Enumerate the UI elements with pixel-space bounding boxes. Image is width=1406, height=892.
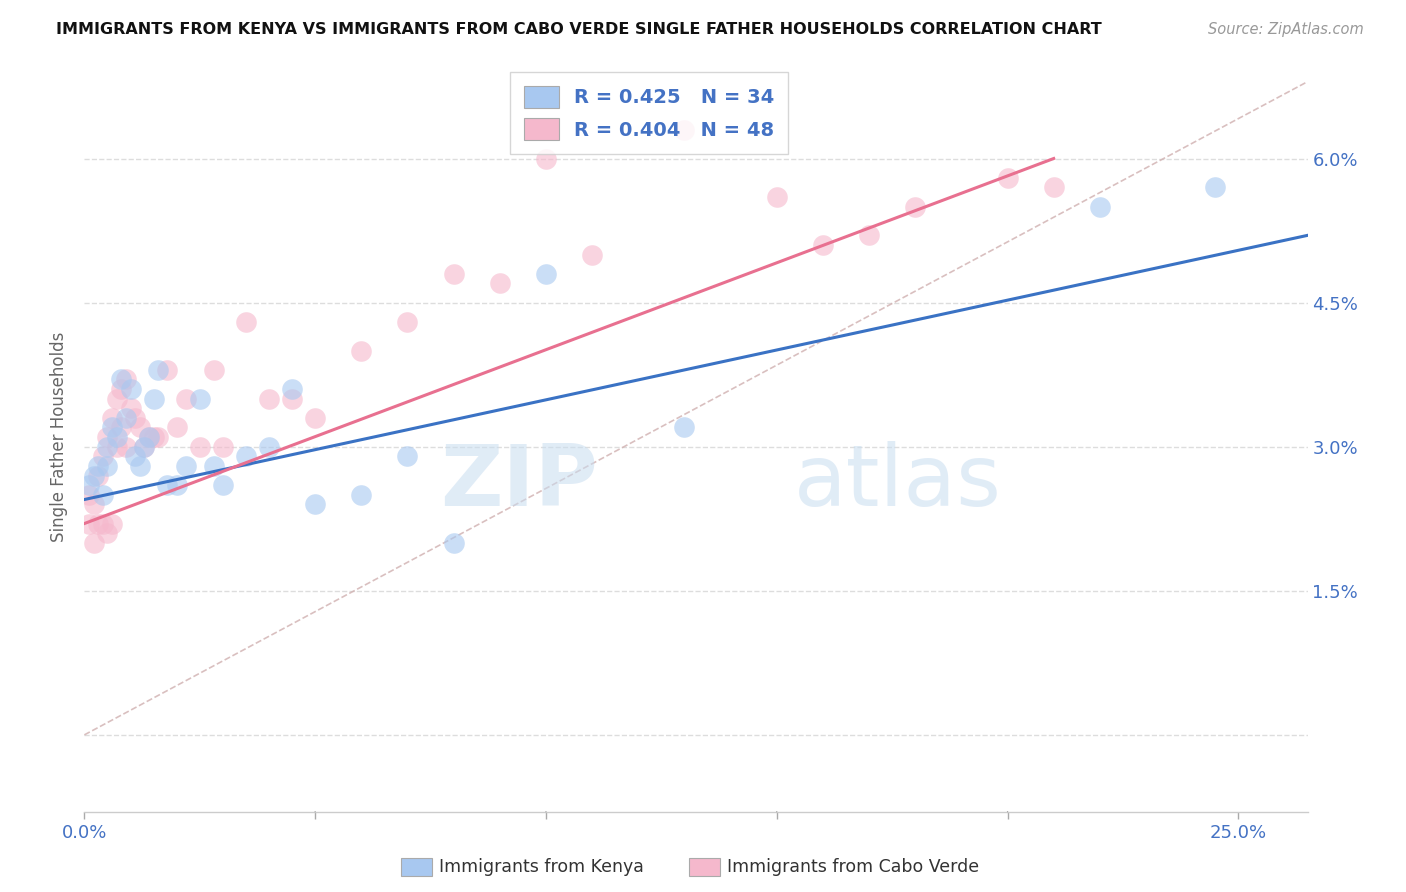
Text: ZIP: ZIP [440,441,598,524]
Point [281,382,304,396]
Point [673,420,696,434]
Point [91,516,114,531]
Point [115,410,138,425]
Point [202,458,225,473]
Point [904,200,927,214]
Point [581,247,603,261]
Y-axis label: Single Father Households: Single Father Households [51,332,69,542]
Point [997,170,1019,185]
Point [91,450,114,464]
Point [142,430,165,444]
Point [101,516,124,531]
Point [105,392,128,406]
Point [110,382,132,396]
Point [534,152,557,166]
Point [124,450,146,464]
Point [188,392,211,406]
Point [304,410,326,425]
Point [211,478,233,492]
Text: Immigrants from Cabo Verde: Immigrants from Cabo Verde [727,858,979,876]
Point [142,392,165,406]
Point [77,488,100,502]
Point [105,440,128,454]
Point [257,392,280,406]
Point [235,315,257,329]
Point [166,478,188,492]
Point [83,468,105,483]
Text: Immigrants from Kenya: Immigrants from Kenya [439,858,644,876]
Point [156,363,179,377]
Point [87,458,110,473]
Point [174,458,197,473]
Point [396,315,419,329]
Point [96,526,118,541]
Point [120,401,142,416]
Point [166,420,188,434]
Point [105,430,128,444]
Point [77,516,100,531]
Point [443,267,465,281]
Point [1204,180,1226,194]
Point [1042,180,1064,194]
Point [120,382,142,396]
Point [673,122,696,136]
Point [96,440,118,454]
Point [350,343,373,358]
Point [211,440,233,454]
Point [765,190,787,204]
Point [443,535,465,549]
Point [101,410,124,425]
Point [138,430,160,444]
Point [257,440,280,454]
Point [304,497,326,511]
Point [202,363,225,377]
Point [96,458,118,473]
Text: IMMIGRANTS FROM KENYA VS IMMIGRANTS FROM CABO VERDE SINGLE FATHER HOUSEHOLDS COR: IMMIGRANTS FROM KENYA VS IMMIGRANTS FROM… [56,22,1102,37]
Point [148,430,170,444]
Point [124,410,146,425]
Point [488,277,510,291]
Point [128,420,150,434]
Point [148,363,170,377]
Point [134,440,156,454]
Point [87,468,110,483]
Point [350,488,373,502]
Point [115,440,138,454]
Text: atlas: atlas [794,441,1002,524]
Legend: R = 0.425   N = 34, R = 0.404   N = 48: R = 0.425 N = 34, R = 0.404 N = 48 [510,72,787,154]
Point [101,420,124,434]
Point [96,430,118,444]
Point [235,450,257,464]
Point [396,450,419,464]
Point [174,392,197,406]
Point [811,238,834,252]
Point [156,478,179,492]
Point [138,430,160,444]
Point [83,535,105,549]
Point [188,440,211,454]
Point [115,372,138,386]
Point [91,488,114,502]
Point [87,516,110,531]
Point [1088,200,1111,214]
Point [534,267,557,281]
Point [134,440,156,454]
Point [77,478,100,492]
Point [281,392,304,406]
Point [128,458,150,473]
Point [110,420,132,434]
Point [110,372,132,386]
Text: Source: ZipAtlas.com: Source: ZipAtlas.com [1208,22,1364,37]
Point [858,228,880,243]
Point [83,497,105,511]
